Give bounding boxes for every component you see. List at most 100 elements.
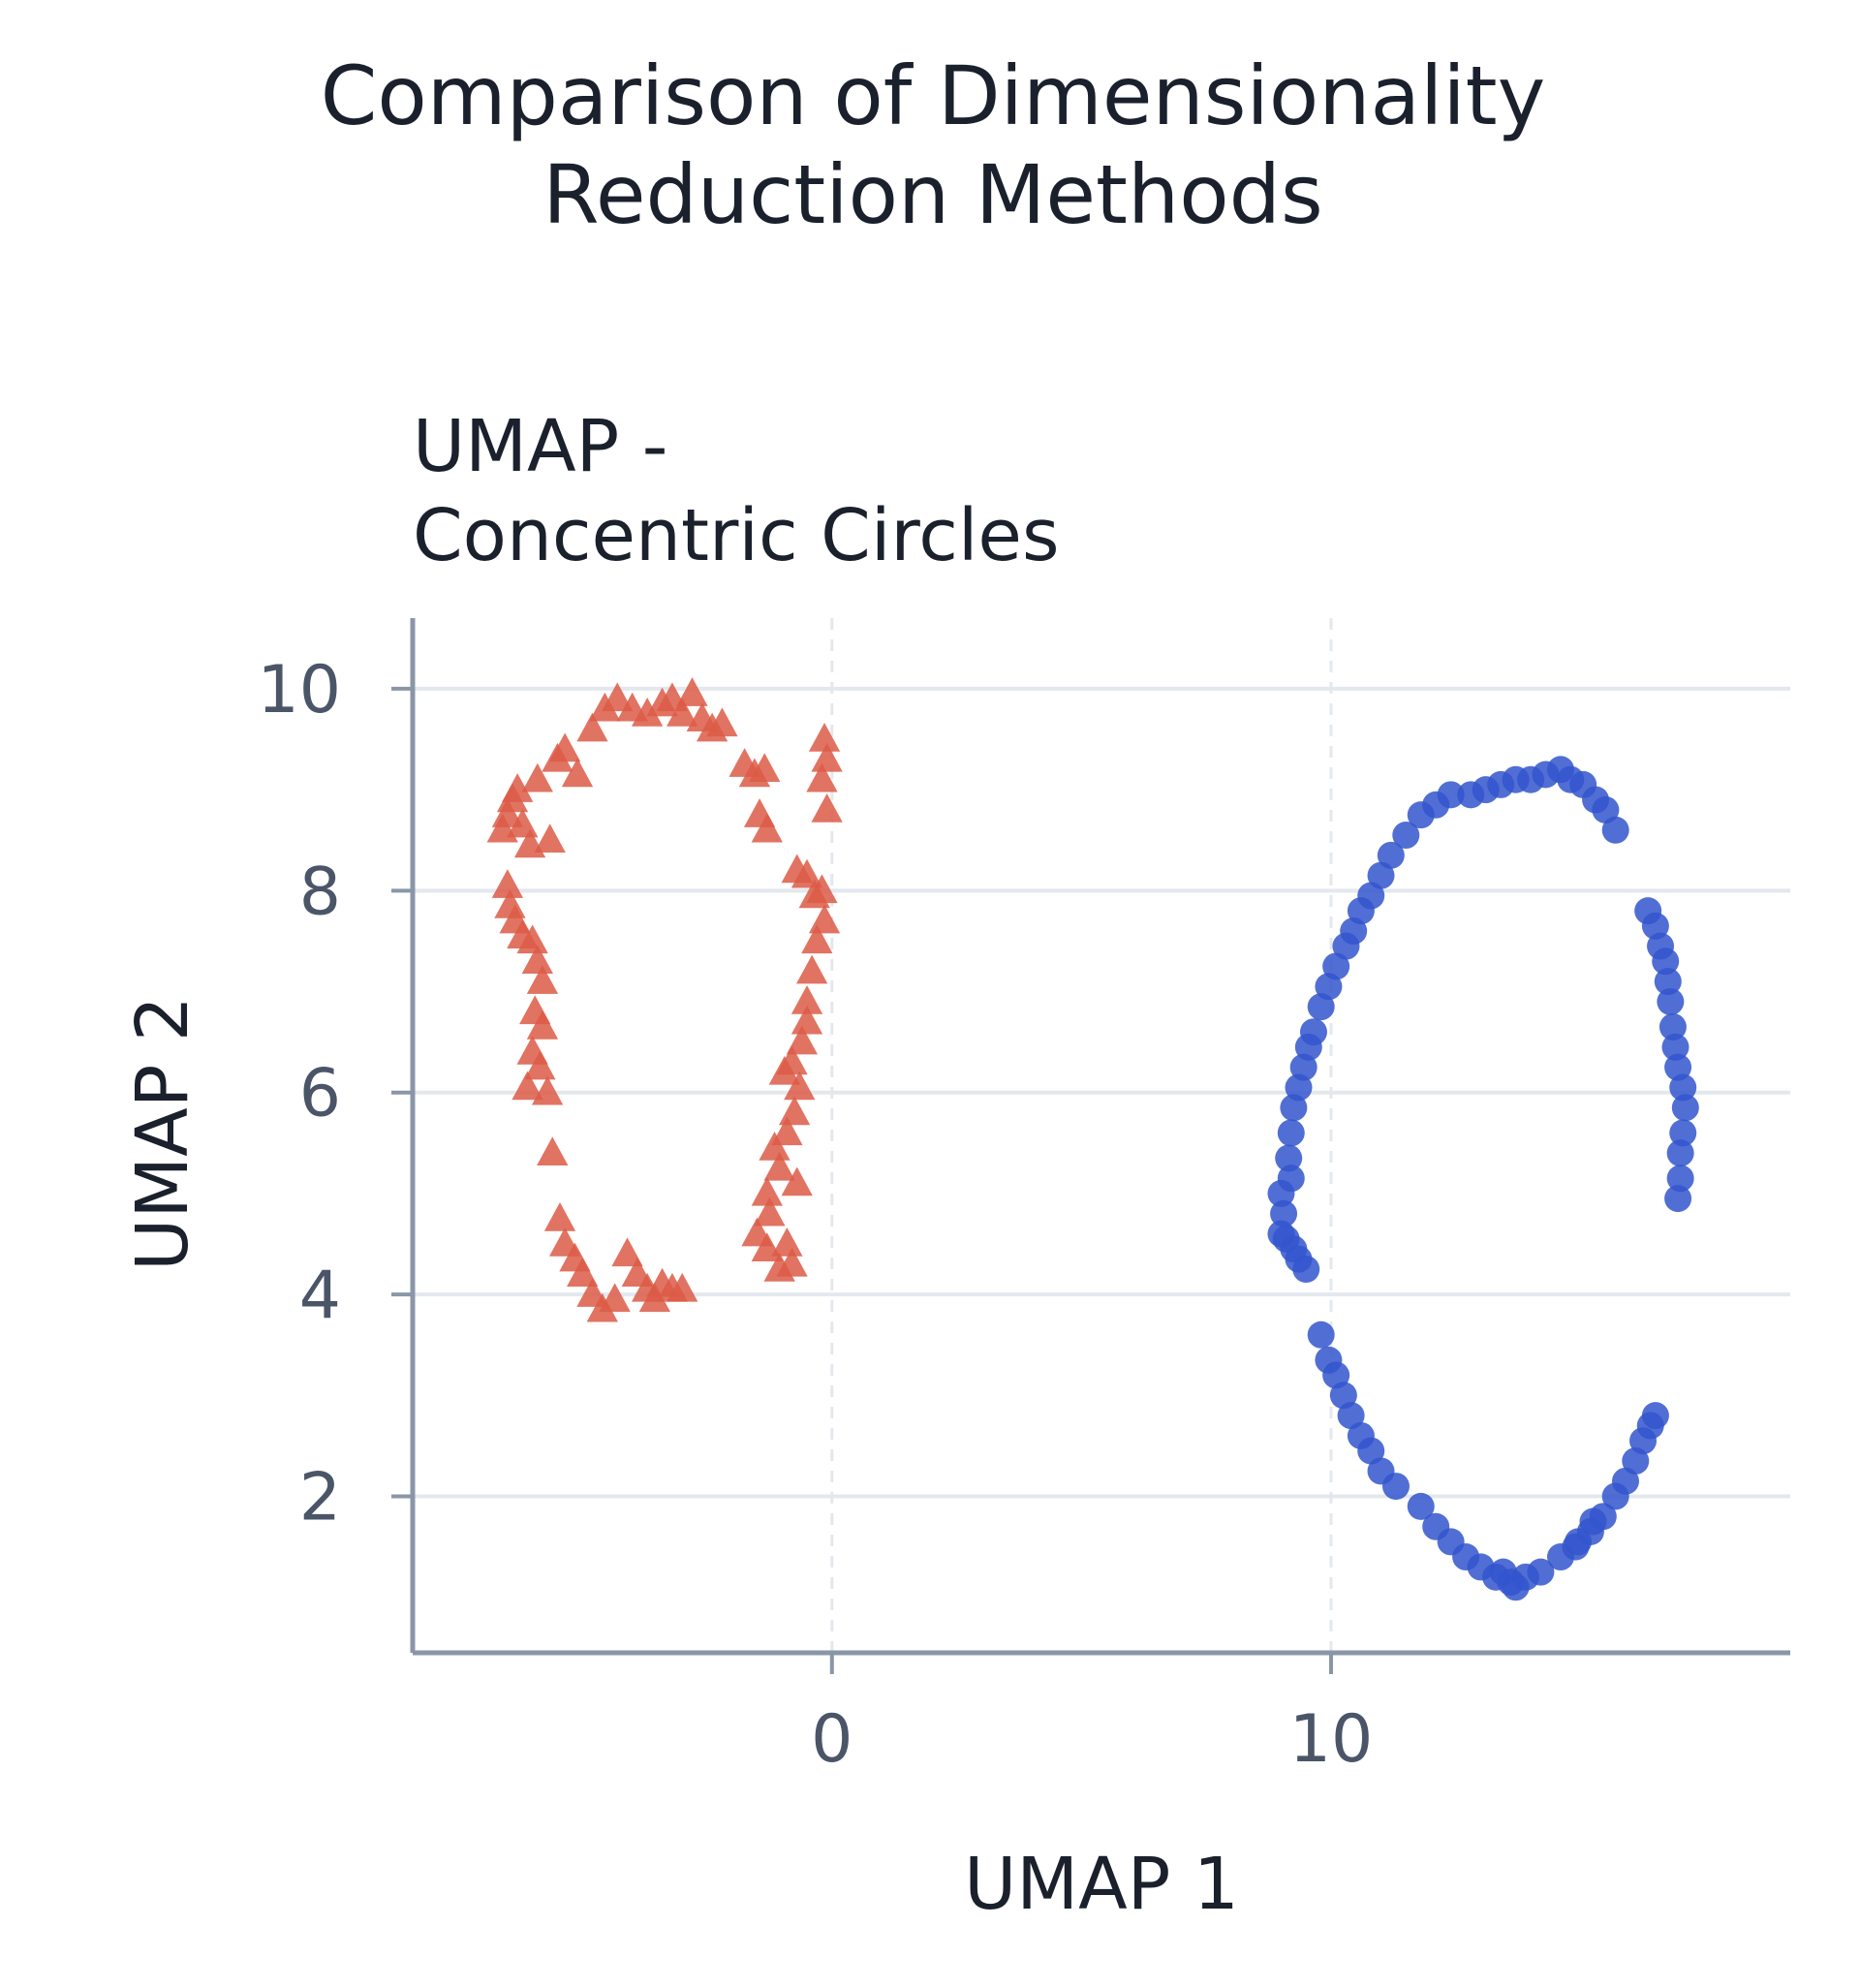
- triangle-point: [781, 1166, 813, 1196]
- circle-point: [1579, 1507, 1607, 1536]
- tick-labels: 2 4 6 8 10 0 10: [257, 652, 1373, 1778]
- circle-point: [1280, 1094, 1308, 1122]
- triangle-point: [806, 874, 838, 904]
- triangle-point: [808, 904, 841, 934]
- triangle-point: [771, 1227, 803, 1257]
- triangle-point: [811, 742, 843, 772]
- triangle-point: [776, 1247, 808, 1277]
- circle-point: [1666, 1139, 1694, 1167]
- chart-title-line-1: UMAP -: [413, 405, 667, 488]
- triangle-point: [811, 792, 843, 823]
- triangle-point: [751, 1176, 783, 1206]
- triangle-point: [526, 965, 559, 994]
- triangle-point: [759, 1132, 790, 1161]
- circle-point: [1652, 947, 1680, 976]
- circle-point: [1392, 822, 1420, 850]
- circle-point: [1437, 781, 1465, 809]
- triangle-point: [537, 1136, 569, 1165]
- triangle-point: [521, 945, 553, 975]
- circle-point: [1601, 816, 1629, 844]
- circle-point: [1377, 841, 1405, 869]
- triangle-point: [706, 707, 738, 737]
- axes: [391, 618, 1790, 1674]
- circle-point: [1275, 1144, 1303, 1172]
- circle-point: [1658, 1012, 1687, 1041]
- circle-point: [1332, 932, 1360, 960]
- triangle-point: [666, 697, 698, 727]
- triangle-point: [543, 1201, 576, 1231]
- circle-point: [1337, 1402, 1365, 1430]
- circle-point: [1270, 1199, 1298, 1227]
- triangle-point: [491, 869, 524, 898]
- circle-point: [1367, 861, 1395, 889]
- circle-point: [1565, 1528, 1593, 1556]
- triangle-point: [778, 1096, 811, 1126]
- triangle-point: [531, 1075, 564, 1105]
- figure-suptitle-line-2: Reduction Methods: [542, 147, 1322, 242]
- triangle-point: [676, 677, 708, 706]
- x-tick-label: 10: [1289, 1701, 1374, 1778]
- figure-suptitle-line-1: Comparison of Dimensionality: [321, 48, 1546, 143]
- circle-point: [1267, 1220, 1295, 1248]
- y-tick-label: 6: [299, 1056, 341, 1133]
- triangle-point: [561, 758, 594, 788]
- circle-point: [1666, 1165, 1694, 1193]
- circle-point: [1489, 1558, 1517, 1586]
- triangle-point: [521, 762, 553, 792]
- triangle-point: [801, 924, 833, 954]
- triangle-point: [512, 1071, 543, 1101]
- circle-point: [1661, 1033, 1690, 1061]
- triangle-point: [534, 823, 566, 853]
- y-tick-label: 2: [299, 1459, 341, 1536]
- circle-point: [1381, 1473, 1410, 1501]
- y-tick-label: 10: [257, 652, 341, 729]
- y-tick-label: 4: [299, 1258, 341, 1334]
- triangle-point: [524, 1050, 556, 1080]
- triangle-point: [784, 1071, 816, 1101]
- triangle-point: [638, 1283, 671, 1313]
- triangle-point: [576, 712, 608, 742]
- triangle-point: [786, 1025, 819, 1055]
- triangle-point: [491, 798, 524, 827]
- triangle-point: [808, 723, 841, 752]
- y-tick-label: 8: [299, 854, 341, 930]
- circle-point: [1277, 1119, 1305, 1147]
- circle-point: [1357, 1437, 1385, 1465]
- circle-point: [1292, 1256, 1320, 1284]
- circle-point: [1611, 1467, 1639, 1495]
- triangle-point: [526, 1010, 559, 1040]
- triangle-point: [790, 1005, 823, 1035]
- triangle-point: [632, 697, 664, 727]
- triangle-point: [611, 1237, 643, 1267]
- circle-point: [1654, 968, 1682, 996]
- triangle-point: [749, 753, 781, 783]
- triangle-point: [754, 1196, 786, 1227]
- triangle-point: [751, 813, 783, 843]
- data-points: [486, 677, 1699, 1601]
- triangle-point: [790, 984, 823, 1014]
- y-axis-label: UMAP 2: [121, 996, 204, 1271]
- circle-point: [1307, 993, 1335, 1021]
- circle-point: [1527, 1558, 1555, 1586]
- triangle-point: [771, 1116, 803, 1146]
- triangle-point: [502, 773, 534, 802]
- triangle-point: [768, 1055, 800, 1085]
- triangle-point: [796, 954, 828, 984]
- x-axis-label: UMAP 1: [964, 1843, 1239, 1926]
- chart-title-line-2: Concentric Circles: [413, 494, 1060, 577]
- circle-point: [1267, 1179, 1295, 1207]
- circle-point: [1657, 987, 1685, 1015]
- circle-point: [1307, 1320, 1335, 1349]
- triangle-point: [806, 762, 838, 792]
- circle-point: [1669, 1119, 1697, 1147]
- triangle-point: [666, 1272, 698, 1302]
- triangle-point: [599, 1283, 631, 1313]
- circle-point: [1671, 1094, 1699, 1122]
- circle-point: [1592, 795, 1620, 823]
- triangle-point: [763, 1151, 795, 1181]
- circle-point: [1641, 1402, 1669, 1430]
- triangle-point: [548, 732, 581, 762]
- circle-point: [1669, 1073, 1697, 1102]
- triangle-point: [516, 924, 548, 954]
